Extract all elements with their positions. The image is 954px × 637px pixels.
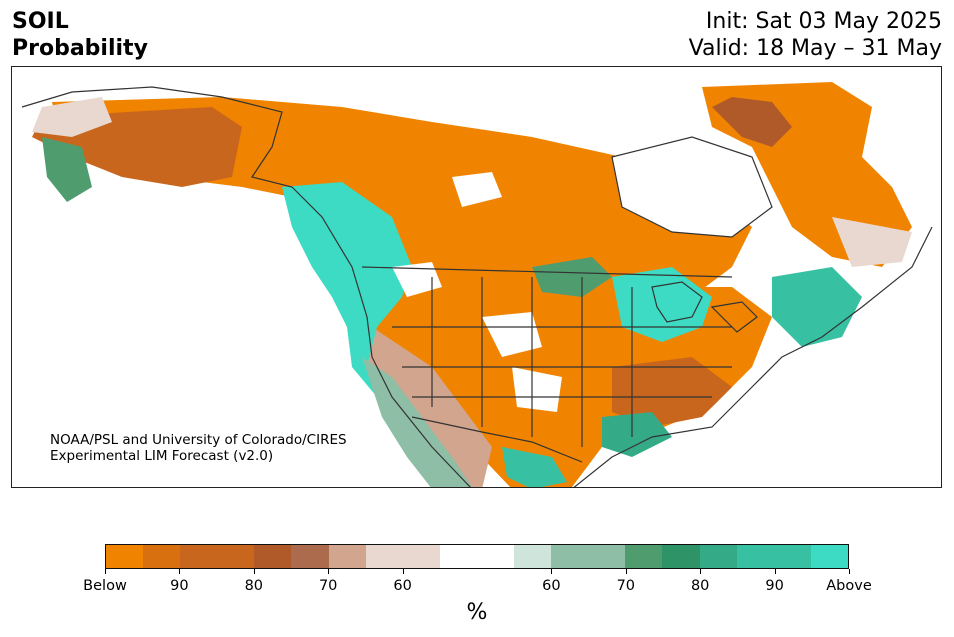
title-line-2: Probability xyxy=(12,36,148,61)
colorbar-cell-10 xyxy=(476,545,515,568)
colorbar-tick-label: 80 xyxy=(690,578,710,594)
colorbar-tick xyxy=(774,569,776,574)
colorbar-cell-4 xyxy=(254,545,292,568)
boundary-lines xyxy=(21,86,933,487)
colorbar-tick xyxy=(402,569,404,574)
colorbar-tick xyxy=(700,569,702,574)
colorbar-tick xyxy=(253,569,255,574)
great-lakes-outline xyxy=(651,281,758,333)
coastline-north-america xyxy=(21,86,933,487)
colorbar-tick-label: 70 xyxy=(616,578,636,594)
colorbar-cell-12 xyxy=(551,545,589,568)
colorbar-tick-label: 90 xyxy=(765,578,784,594)
colorbar-cell-17 xyxy=(736,545,774,568)
colorbar-cell-18 xyxy=(773,545,811,568)
colorbar-cell-2 xyxy=(180,545,218,568)
init-date: Init: Sat 03 May 2025 xyxy=(705,9,942,34)
region-neutral-patch-3 xyxy=(392,262,442,297)
colorbar-tick xyxy=(179,569,181,574)
colorbar-cell-15 xyxy=(662,545,700,568)
region-neutral-arctic xyxy=(432,72,672,112)
colorbar-tick xyxy=(551,569,553,574)
colorbar-cell-13 xyxy=(588,545,626,568)
region-above-gulf xyxy=(602,412,672,457)
credit-line-2: Experimental LIM Forecast (v2.0) xyxy=(50,448,274,464)
colorbar-tick-label: Below xyxy=(83,578,127,594)
colorbar-units: % xyxy=(466,600,488,625)
colorbar-tick-label: 70 xyxy=(318,578,338,594)
border-us-canada xyxy=(361,266,733,278)
colorbar-cell-0 xyxy=(106,545,144,568)
forecast-dates: Init: Sat 03 May 2025 Valid: 18 May – 31… xyxy=(689,8,942,62)
colorbar-cell-14 xyxy=(625,545,663,568)
region-tan-mexico xyxy=(367,327,492,487)
colorbar-cell-1 xyxy=(143,545,181,568)
colorbar-tick xyxy=(625,569,627,574)
map-title: SOIL Probability xyxy=(12,8,148,62)
region-above-california xyxy=(362,357,472,487)
credit-line-1: NOAA/PSL and University of Colorado/CIRE… xyxy=(50,432,347,448)
colorbar-tick xyxy=(849,569,850,574)
map-panel: NOAA/PSL and University of Colorado/CIRE… xyxy=(11,66,942,488)
region-above-midwest xyxy=(532,257,612,297)
title-line-1: SOIL xyxy=(12,9,69,34)
region-neutral-hudson-bay xyxy=(612,137,772,237)
colorbar-tick-label: 60 xyxy=(393,578,412,594)
border-us-mexico xyxy=(411,416,583,463)
colorbar-cell-3 xyxy=(217,545,255,568)
region-above-alaska-west xyxy=(42,137,92,202)
colorbar-tick-label: Above xyxy=(826,578,872,594)
colorbar-cell-16 xyxy=(699,545,737,568)
colorbar-cell-9 xyxy=(439,545,477,568)
region-neutral-patch-1 xyxy=(482,312,542,357)
colorbar-tick xyxy=(328,569,330,574)
region-above-northeast-us xyxy=(772,267,862,347)
region-above-texas-south xyxy=(502,447,567,487)
valid-period: Valid: 18 May – 31 May xyxy=(688,36,942,61)
colorbar-cell-5 xyxy=(291,545,329,568)
colorbar-tick xyxy=(105,569,106,574)
colorbar-tick-label: 80 xyxy=(244,578,264,594)
region-above-pacific-nw xyxy=(282,182,412,397)
probability-map xyxy=(21,72,933,487)
colorbar-cell-8 xyxy=(402,545,440,568)
colorbar-cell-11 xyxy=(514,545,552,568)
colorbar-tick-label: 60 xyxy=(542,578,561,594)
region-light-tan-2 xyxy=(832,217,912,267)
credit-text: NOAA/PSL and University of Colorado/CIRE… xyxy=(50,432,347,464)
region-below-southeast xyxy=(612,357,732,427)
colorbar-cell-7 xyxy=(365,545,403,568)
region-light-tan-1 xyxy=(32,97,112,137)
region-brown-ring-1 xyxy=(712,97,792,147)
colorbar-tick-label: 90 xyxy=(170,578,189,594)
colorbar-ticks: Below 90 80 70 60 60 70 80 90 Above xyxy=(83,569,872,599)
colorbar-cell-19 xyxy=(810,545,848,568)
state-lines xyxy=(392,277,732,447)
region-neutral-patch-4 xyxy=(452,172,502,207)
colorbar-cell-6 xyxy=(328,545,366,568)
colorbar xyxy=(105,544,849,569)
region-neutral-patch-2 xyxy=(512,367,562,412)
hudson-bay-coast xyxy=(611,136,773,238)
